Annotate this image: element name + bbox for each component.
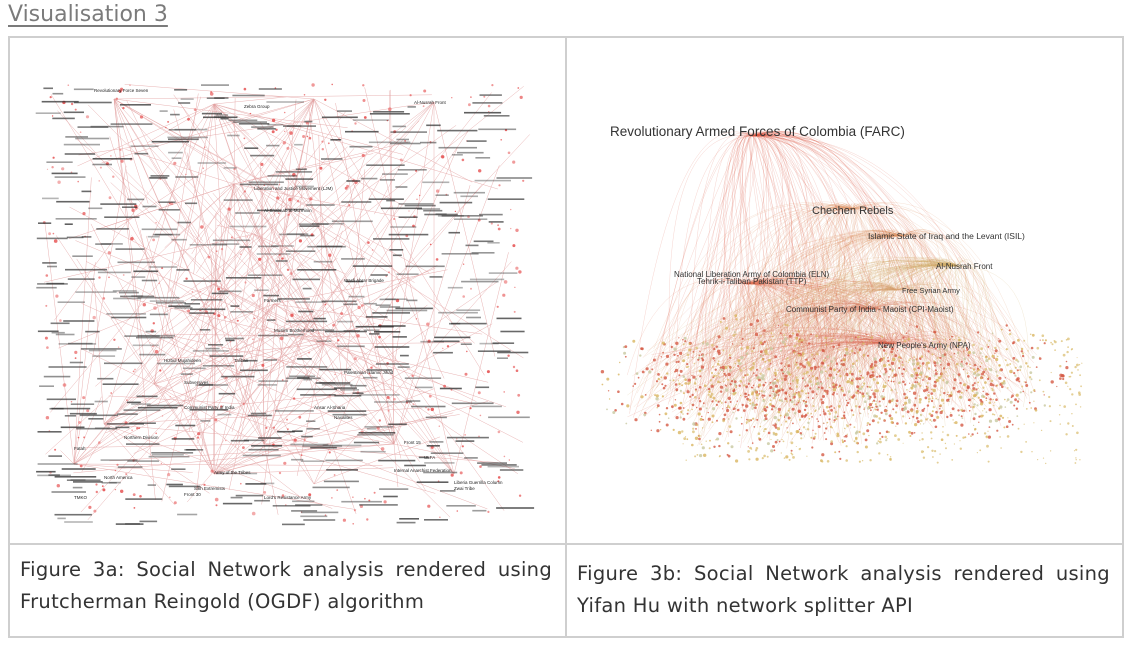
network-node-label: Zebra Group	[244, 104, 270, 109]
section-heading: Visualisation 3	[8, 2, 168, 27]
network-node-label: Al-Shabaab al-Mu'minin	[264, 208, 312, 213]
network-graph-yifan-hu: Revolutionary Armed Forces of Colombia (…	[600, 124, 1083, 465]
network-node-label: Muslim Brotherhood	[274, 328, 315, 333]
label-nusra: Al-Nusrah Front	[936, 262, 993, 271]
figure-3a-image: Revolutionary Force Seven Zebra Group Al-N…	[14, 44, 559, 538]
network-node-label: ULFA	[424, 455, 435, 460]
label-chechen: Chechen Rebels	[812, 205, 894, 217]
network-node-label: Army of the Tribes	[214, 470, 251, 475]
label-ttp: Tehrik-i-Taliban Pakistan (TTP)	[697, 277, 807, 286]
network-node-label: Revolutionary Force Seven	[94, 88, 149, 93]
network-node-label: Ansar Al-Sharia	[314, 405, 346, 410]
label-eln: National Liberation Army of Colombia (EL…	[674, 270, 830, 279]
network-node-label: Communist Party of India	[184, 405, 235, 410]
network-node-label: TMKO	[74, 495, 87, 500]
network-node-label: Subversives	[184, 380, 209, 385]
network-graph-fr: Revolutionary Force Seven Zebra Group Al-N…	[35, 83, 535, 526]
network-node-label: Palestinian Islamic Jihad	[344, 370, 394, 375]
label-farc: Revolutionary Armed Forces of Colombia (…	[610, 124, 905, 139]
figure-3a-caption: Figure 3a: Social Network analysis rende…	[20, 558, 552, 613]
label-isil: Islamic State of Iraq and the Levant (IS…	[868, 231, 1025, 241]
network-node-label: Internal Anarchist Federation	[394, 468, 452, 473]
network-node-label: Front 30	[184, 492, 201, 497]
network-node-label: North America	[104, 475, 133, 480]
network-node-label: Naxalites	[334, 415, 353, 420]
column-divider	[565, 36, 567, 638]
network-node-label: Al-Nusrah Front	[414, 100, 447, 105]
network-node-label: Wasfi Ahrar Brigade	[344, 278, 384, 283]
network-node-label: Taliban	[234, 358, 249, 363]
network-node-label: Fatah	[74, 446, 86, 451]
label-cpi: Communist Party of India - Maoist (CPI-M…	[786, 305, 954, 314]
label-npa: New People's Army (NPA)	[878, 341, 971, 350]
network-node-label: Northern Division	[124, 435, 159, 440]
network-node-label: Lord's Resistance Army	[264, 495, 312, 500]
network-node-label: Sikh Extremists	[194, 486, 226, 491]
network-node-label: Farmers	[264, 298, 281, 303]
network-node-label: Hizbul Mujahideen	[164, 358, 202, 363]
row-divider-left	[8, 543, 565, 545]
figure-3b-caption: Figure 3b: Social Network analysis rende…	[577, 562, 1110, 617]
network-node-label: Liberation and Justice Movement (LJM)	[254, 186, 333, 191]
row-divider-right	[567, 543, 1124, 545]
network-node-label: Front 15	[404, 440, 421, 445]
label-fsa: Free Syrian Army	[902, 286, 960, 295]
figure-3b-image: Revolutionary Armed Forces of Colombia (…	[572, 44, 1120, 538]
network-node-label: Zwai Tribe	[454, 486, 475, 491]
network-node-label: Liberia Guerrilla Column	[454, 480, 503, 485]
